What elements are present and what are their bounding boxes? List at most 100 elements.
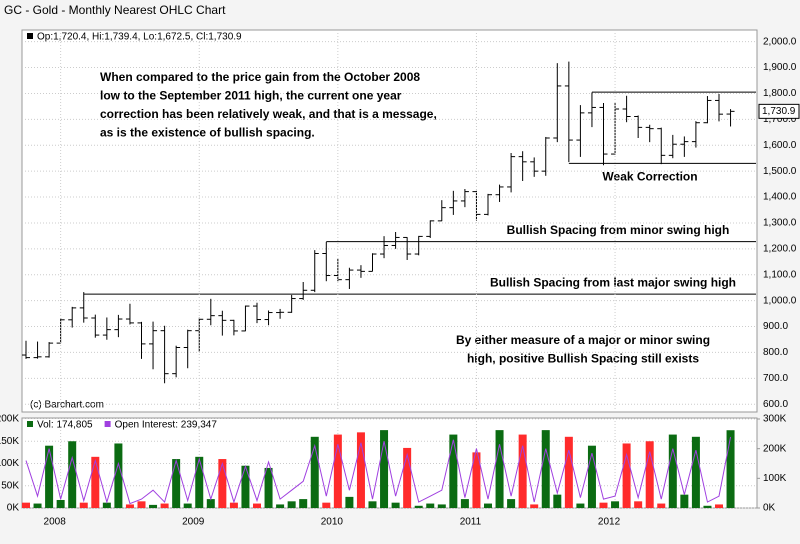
volume-bar xyxy=(22,502,30,508)
volume-bar xyxy=(472,452,481,508)
annotation: low to the September 2011 high, the curr… xyxy=(100,89,402,103)
annotation: By either measure of a major or minor sw… xyxy=(456,333,710,347)
legend-label: Open Interest: 239,347 xyxy=(115,420,218,431)
annotation: as is the existence of bullish spacing. xyxy=(100,126,315,140)
level-label: Bullish Spacing from last major swing hi… xyxy=(490,275,736,289)
volume-bar xyxy=(276,504,285,508)
volume-bar xyxy=(33,503,42,508)
legend-label: Vol: 174,805 xyxy=(37,420,93,431)
volume-bar xyxy=(299,499,308,508)
price-info: Op:1,720.4, Hi:1,739.4, Lo:1,672.5, Cl:1… xyxy=(37,32,242,43)
volume-bar xyxy=(726,430,735,508)
y-tick-label: 1,600.0 xyxy=(763,140,797,151)
volume-bar xyxy=(68,441,77,508)
annotation: When compared to the price gain from the… xyxy=(100,70,420,84)
volume-bar xyxy=(356,432,365,508)
volume-bar xyxy=(484,503,492,508)
volume-bar xyxy=(91,456,100,508)
x-tick-label: 2009 xyxy=(182,517,205,528)
volume-bar xyxy=(564,436,573,508)
volume-bar xyxy=(149,504,158,508)
volume-bar xyxy=(715,504,723,508)
volume-bar xyxy=(657,503,666,508)
y-tick-label: 1,000.0 xyxy=(763,295,797,306)
volume-bar xyxy=(691,436,700,508)
volume-bar xyxy=(380,430,389,508)
volume-bar xyxy=(460,499,469,508)
volume-bar xyxy=(310,436,319,508)
volume-bar xyxy=(229,502,238,508)
y-tick-label: 1,400.0 xyxy=(763,192,797,203)
y-tick-label: 1,100.0 xyxy=(763,269,797,280)
last-price-box xyxy=(758,103,800,119)
y-tick-label: 2,000.0 xyxy=(763,36,797,47)
annotation: high, positive Bullish Spacing still exi… xyxy=(467,352,699,366)
level-label: Weak Correction xyxy=(602,170,697,184)
y-tick-label: 1,700.0 xyxy=(763,114,797,125)
y-tick-label: 1,900.0 xyxy=(763,62,797,73)
volume-bar xyxy=(541,430,550,508)
volume-bar xyxy=(368,501,377,508)
volume-bar xyxy=(587,445,596,508)
volume-bar xyxy=(79,502,88,508)
volume-bar xyxy=(414,505,423,508)
y-tick-label: 100K xyxy=(0,458,19,469)
y-tick-label: 600.0 xyxy=(763,399,788,410)
volume-bar xyxy=(333,434,342,508)
volume-bar xyxy=(403,447,412,508)
volume-bar xyxy=(253,503,261,508)
y-tick-label: 800.0 xyxy=(763,347,788,358)
volume-bar xyxy=(391,502,400,508)
y2-tick-label: 200K xyxy=(763,443,787,454)
volume-bar xyxy=(241,465,250,508)
volume-bar xyxy=(125,504,134,508)
y-tick-label: 900.0 xyxy=(763,321,788,332)
y-tick-label: 200K xyxy=(0,414,19,425)
volume-bar xyxy=(622,443,631,508)
legend-background xyxy=(23,419,263,430)
volume-bar xyxy=(553,494,562,508)
volume-bar xyxy=(102,502,111,508)
volume-bar xyxy=(114,443,123,508)
volume-bar xyxy=(518,434,527,508)
volume-bar xyxy=(137,501,146,508)
x-tick-label: 2008 xyxy=(44,517,67,528)
volume-bar xyxy=(507,499,516,508)
volume-bar xyxy=(437,504,446,508)
y-tick-label: 1,300.0 xyxy=(763,218,797,229)
y-tick-label: 150K xyxy=(0,436,19,447)
level-label: Bullish Spacing from minor swing high xyxy=(507,223,730,237)
chart-title: GC - Gold - Monthly Nearest OHLC Chart xyxy=(4,3,226,17)
y-tick-label: 50K xyxy=(1,480,19,491)
volume-bar xyxy=(645,441,654,508)
x-tick-label: 2011 xyxy=(460,517,482,528)
volume-bar xyxy=(56,499,65,508)
legend-swatch xyxy=(27,421,33,427)
y-tick-label: 1,800.0 xyxy=(763,88,797,99)
volume-bar xyxy=(172,459,181,508)
x-tick-label: 2010 xyxy=(321,517,344,528)
volume-bar xyxy=(576,503,585,508)
x-tick-label: 2012 xyxy=(598,517,621,528)
volume-bar xyxy=(611,501,620,508)
volume-bar xyxy=(426,503,435,508)
y-tick-label: 1,500.0 xyxy=(763,166,797,177)
y-tick-label: 700.0 xyxy=(763,373,788,384)
annotation: correction has been relatively weak, and… xyxy=(100,107,437,121)
volume-bar xyxy=(345,496,354,508)
y2-tick-label: 100K xyxy=(763,473,787,484)
last-price-label: 1,730.9 xyxy=(762,106,796,117)
y2-tick-label: 0K xyxy=(763,503,776,514)
volume-bar xyxy=(322,502,331,508)
y-tick-label: 1,200.0 xyxy=(763,243,797,254)
info-swatch xyxy=(27,33,33,39)
volume-bar xyxy=(183,503,192,508)
volume-bar xyxy=(195,456,204,508)
volume-bar xyxy=(264,467,273,508)
volume-bar xyxy=(668,434,677,508)
volume-bar xyxy=(206,499,215,508)
legend-swatch xyxy=(104,421,111,427)
y2-tick-label: 300K xyxy=(763,414,787,425)
credit: (c) Barchart.com xyxy=(30,400,104,411)
